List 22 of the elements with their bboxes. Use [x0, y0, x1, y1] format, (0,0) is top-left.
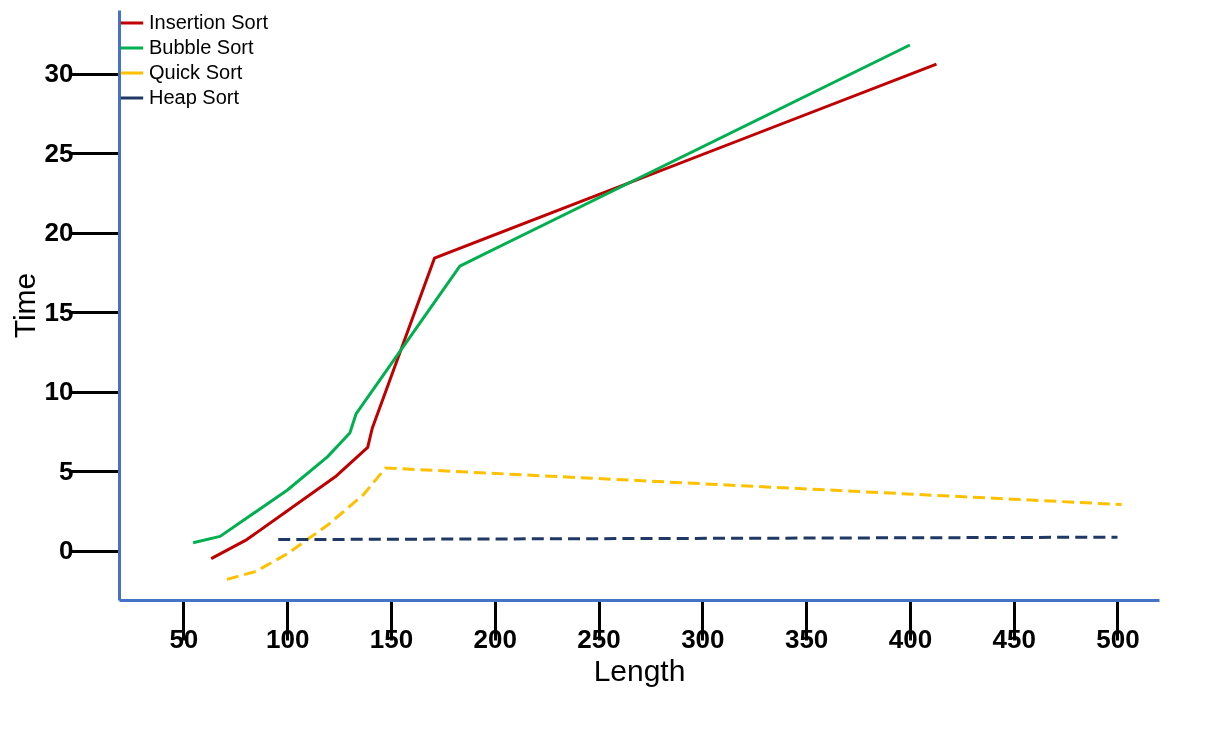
- x-axis-title: Length: [593, 653, 686, 687]
- x-tick-label: 200: [473, 623, 517, 654]
- y-tick-label: 30: [44, 58, 74, 89]
- x-tick-label: 250: [577, 623, 621, 654]
- x-tick-label: 350: [784, 623, 829, 654]
- y-axis-title: Time: [7, 272, 41, 339]
- x-tick-label: 300: [681, 623, 725, 654]
- x-tick-label: 50: [169, 623, 199, 654]
- x-tick-label: 450: [992, 623, 1036, 654]
- x-tick-label: 100: [265, 623, 310, 654]
- y-tick-label: 25: [44, 137, 74, 168]
- legend-label: Bubble Sort: [149, 36, 254, 58]
- y-tick-label: 20: [44, 217, 74, 248]
- legend-label: Heap Sort: [149, 86, 240, 108]
- legend-label: Quick Sort: [149, 61, 243, 83]
- line-series: [225, 466, 1124, 581]
- x-tick-label: 400: [888, 623, 933, 654]
- x-tick-label: 500: [1096, 623, 1140, 654]
- y-tick-label: 0: [59, 535, 74, 566]
- legend-label: Insertion Sort: [149, 11, 269, 33]
- y-tick-label: 15: [44, 296, 74, 327]
- y-tick-label: 10: [44, 376, 74, 407]
